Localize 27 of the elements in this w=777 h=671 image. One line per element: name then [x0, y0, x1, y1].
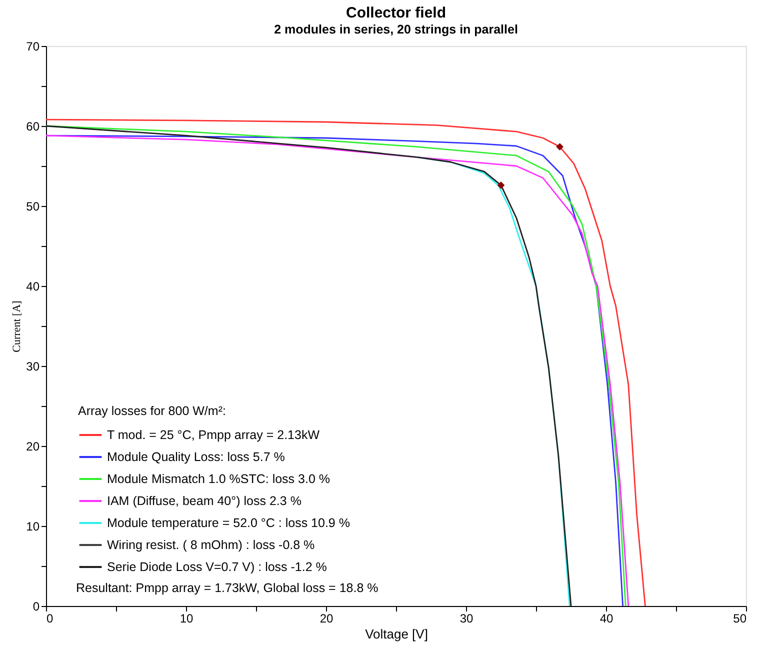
legend-label: Module Quality Loss: loss 5.7 % [107, 450, 285, 464]
y-tick-label: 0 [32, 600, 40, 614]
legend-label: Module temperature = 52.0 °C : loss 10.9 % [107, 516, 350, 530]
x-tick-label: 30 [460, 612, 474, 626]
x-tick-label: 0 [46, 612, 54, 626]
y-tick-label: 30 [26, 360, 40, 374]
y-tick-label: 10 [26, 520, 40, 534]
legend-title: Array losses for 800 W/m²: [78, 404, 226, 418]
y-tick-label: 20 [26, 440, 40, 454]
legend-label: Module Mismatch 1.0 %STC: loss 3.0 % [107, 472, 330, 486]
x-tick-label: 40 [600, 612, 614, 626]
y-tick-label: 70 [26, 40, 40, 54]
x-axis-title: Voltage [V] [365, 626, 428, 642]
y-tick-label: 40 [26, 280, 40, 294]
legend-label: T mod. = 25 °C, Pmpp array = 2.13kW [107, 428, 320, 442]
y-tick-label: 60 [26, 120, 40, 134]
x-tick-label: 20 [320, 612, 334, 626]
chart-subtitle: 2 modules in series, 20 strings in parallel [274, 22, 518, 36]
annotation: Resultant: Pmpp array = 1.73kW, Global loss = 18.8 % [76, 581, 378, 595]
x-tick-label: 50 [733, 612, 747, 626]
y-axis-title: Current [A] [11, 300, 24, 352]
chart-title: Collector field [346, 4, 446, 22]
legend-label: Serie Diode Loss V=0.7 V) : loss -1.2 % [107, 560, 327, 574]
legend-label: IAM (Diffuse, beam 40°) loss 2.3 % [107, 494, 302, 508]
legend-label: Wiring resist. ( 8 mOhm) : loss -0.8 % [107, 538, 315, 552]
x-tick-label: 10 [180, 612, 194, 626]
y-tick-label: 50 [26, 200, 40, 214]
